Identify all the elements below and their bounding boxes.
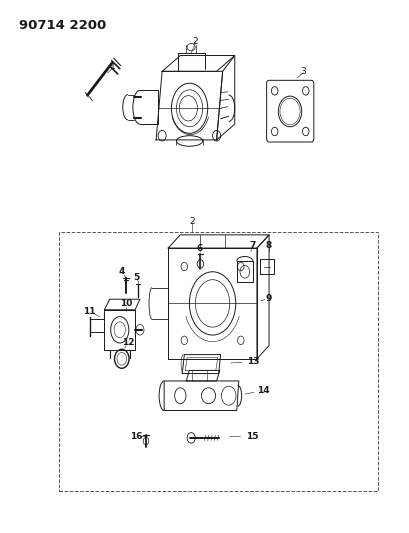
Bar (59, 232, 378, 491)
Text: 15: 15 (246, 432, 258, 441)
Text: 14: 14 (257, 386, 269, 395)
Text: 4: 4 (119, 267, 125, 276)
Text: 10: 10 (120, 299, 133, 308)
Text: 5: 5 (134, 272, 140, 281)
Text: 16: 16 (130, 432, 142, 441)
Text: 2: 2 (190, 217, 195, 226)
Text: 90714 2200: 90714 2200 (19, 19, 106, 31)
Text: 6: 6 (196, 244, 202, 253)
Text: 2: 2 (193, 37, 198, 46)
Text: 9: 9 (266, 294, 272, 303)
Text: 8: 8 (266, 241, 272, 250)
Text: 11: 11 (83, 307, 96, 316)
Text: 3: 3 (301, 67, 306, 76)
Text: 13: 13 (247, 357, 259, 366)
Text: 7: 7 (249, 241, 255, 250)
Text: 1: 1 (110, 62, 115, 70)
Text: 12: 12 (121, 338, 134, 348)
